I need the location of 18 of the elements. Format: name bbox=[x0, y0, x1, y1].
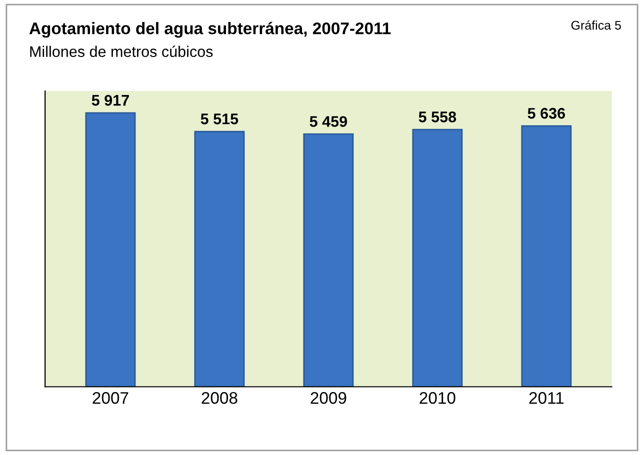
chart-title: Agotamiento del agua subterránea, 2007-2011 bbox=[29, 22, 391, 38]
bar bbox=[85, 112, 136, 387]
data-label: 5 917 bbox=[92, 94, 129, 106]
data-label: 5 558 bbox=[418, 112, 456, 122]
data-label: 5 515 bbox=[200, 114, 238, 124]
data-label: 5 636 bbox=[528, 108, 565, 119]
chart-subtitle: Millones de metros cúbicos bbox=[30, 46, 213, 58]
x-tick-label: 2007 bbox=[92, 392, 128, 404]
bar bbox=[521, 125, 572, 387]
x-tick-label: 2010 bbox=[420, 392, 456, 404]
x-tick-label: 2008 bbox=[202, 392, 238, 404]
bar bbox=[194, 130, 245, 387]
x-tick-label: 2011 bbox=[529, 392, 564, 404]
text: Gráfica 5 bbox=[571, 20, 621, 30]
bar bbox=[303, 133, 354, 387]
x-tick-label: 2009 bbox=[310, 392, 346, 404]
bar bbox=[412, 128, 463, 387]
data-label: 5 459 bbox=[310, 116, 347, 127]
